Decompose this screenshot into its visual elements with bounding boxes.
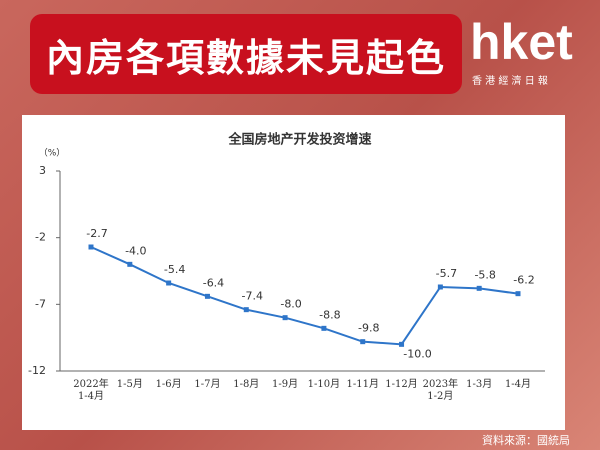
x-tick-label: 1-12月 — [385, 379, 418, 390]
value-label: -6.4 — [203, 276, 224, 289]
marker — [243, 307, 249, 313]
x-tick-label: 1-6月 — [155, 379, 182, 390]
logo: hket — [470, 14, 573, 70]
y-axis-label: （%） — [39, 148, 66, 159]
x-tick-label: 1-10月 — [307, 379, 341, 390]
x-tick-label: 1-3月 — [466, 379, 493, 390]
marker — [437, 284, 443, 290]
marker — [127, 261, 133, 267]
marker — [282, 315, 288, 321]
value-label: -4.0 — [125, 244, 146, 257]
marker — [360, 339, 366, 345]
source: 資料來源：國統局 — [482, 434, 570, 447]
y-tick-label: -7 — [35, 297, 46, 310]
x-tick-label: 2022年 1-4月 — [73, 379, 109, 402]
y-tick-label: 3 — [39, 164, 46, 177]
headline: 內房各項數據未見起色 — [30, 14, 462, 94]
x-tick-label: 1-5月 — [116, 379, 143, 390]
x-tick-label: 2023年 1-2月 — [422, 379, 459, 402]
value-label: -5.4 — [164, 263, 185, 276]
x-tick-label: 1-9月 — [272, 379, 299, 390]
value-label: -7.4 — [242, 290, 263, 303]
y-tick-label: -2 — [35, 231, 46, 244]
marker — [88, 244, 94, 250]
value-label: -8.8 — [319, 308, 340, 321]
value-label: -10.0 — [403, 347, 431, 360]
value-label: -5.7 — [436, 267, 457, 280]
marker — [204, 293, 210, 299]
marker — [399, 341, 405, 347]
marker — [476, 285, 482, 291]
y-tick-label: -12 — [28, 364, 46, 377]
value-label: -8.0 — [280, 298, 301, 311]
x-tick-label: 1-7月 — [194, 379, 221, 390]
value-label: -6.2 — [513, 274, 534, 287]
chart-panel — [22, 115, 565, 430]
value-label: -5.8 — [474, 268, 495, 281]
value-label: -2.7 — [86, 227, 107, 240]
logo-subtitle: 香 港 經 濟 日 報 — [472, 76, 548, 87]
marker — [515, 291, 521, 297]
line — [90, 246, 519, 346]
x-tick-label: 1-4月 — [504, 379, 532, 390]
x-tick-label: 1-11月 — [346, 379, 379, 390]
x-tick-label: 1-8月 — [233, 379, 260, 390]
chart-title: 全国房地产开发投资增速 — [227, 132, 371, 148]
marker — [166, 280, 172, 286]
value-label: -9.8 — [358, 322, 379, 335]
marker — [321, 325, 327, 331]
